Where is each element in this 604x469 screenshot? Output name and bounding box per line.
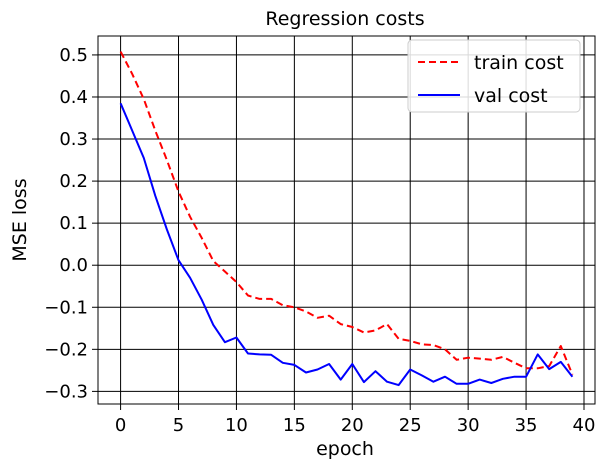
y-tick-label: 0.0	[59, 255, 88, 276]
x-tick-label: 15	[283, 415, 306, 436]
y-tick-label: 0.2	[59, 171, 88, 192]
axis-ticks: 0 5 10 15 20 25 30 35 40 0.5 0.4 0.3 0.2 0.1 0.0 −0.1 −0…	[44, 45, 595, 436]
x-tick-label: 0	[115, 415, 126, 436]
y-tick-label: 0.3	[59, 129, 88, 150]
y-tick-label: −0.3	[44, 381, 88, 402]
x-axis-title: epoch	[316, 438, 374, 460]
val-cost-line	[119, 102, 574, 387]
x-tick-label: 5	[173, 415, 184, 436]
x-tick-label: 35	[515, 415, 538, 436]
legend-entries: train cost val cost	[418, 52, 564, 107]
y-tick-label: −0.1	[44, 297, 88, 318]
series-lines	[119, 51, 574, 387]
y-axis-title: MSE loss	[9, 178, 31, 261]
x-tick-label: 10	[225, 415, 248, 436]
x-tick-label: 25	[399, 415, 422, 436]
legend: train cost val cost	[407, 39, 581, 113]
y-tick-label: −0.2	[44, 339, 88, 360]
y-tick-label: 0.4	[59, 87, 88, 108]
train-cost-line	[119, 51, 574, 375]
y-tick-label: 0.1	[59, 213, 88, 234]
x-tick-label: 40	[573, 415, 596, 436]
legend-label-train-cost: train cost	[474, 52, 564, 74]
plot-frame	[97, 35, 596, 405]
chart-title: Regression costs	[265, 8, 424, 30]
legend-label-val-cost: val cost	[474, 85, 548, 107]
y-tick-label: 0.5	[59, 45, 88, 66]
x-tick-label: 30	[457, 415, 480, 436]
x-tick-label: 20	[341, 415, 364, 436]
